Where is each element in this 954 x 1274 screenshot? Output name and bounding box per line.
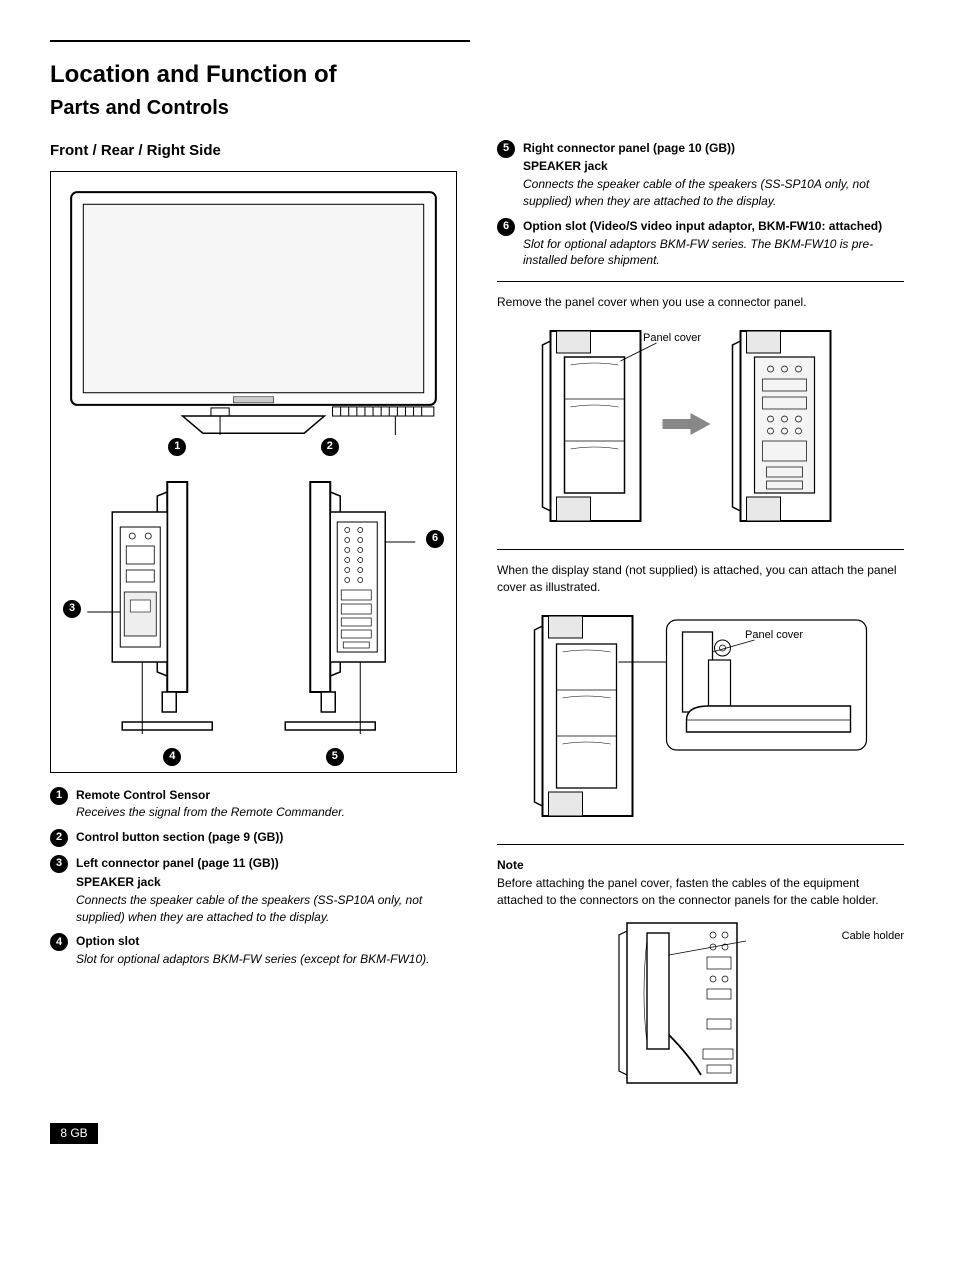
callout-3: 3 <box>63 600 81 618</box>
callout-2: 2 <box>321 438 339 456</box>
item-6-title: Option slot (Video/S video input adaptor… <box>523 218 904 235</box>
item-6-desc: Slot for optional adaptors BKM-FW series… <box>523 236 904 270</box>
badge-2: 2 <box>50 829 68 847</box>
page-number: 8 GB <box>50 1123 98 1144</box>
item-1: 1 Remote Control Sensor Receives the sig… <box>50 787 457 822</box>
panel-cover-note: Remove the panel cover when you use a co… <box>497 294 904 311</box>
section-front-rear-right: Front / Rear / Right Side <box>50 140 457 161</box>
callout-6: 6 <box>426 530 444 548</box>
divider-1 <box>497 281 904 282</box>
side-right-svg <box>264 472 447 742</box>
item-5: 5 Right connector panel (page 10 (GB)) S… <box>497 140 904 210</box>
tv-front-svg <box>61 182 446 435</box>
callout-1: 1 <box>168 438 186 456</box>
item-4-desc: Slot for optional adaptors BKM-FW series… <box>76 951 457 968</box>
item-3: 3 Left connector panel (page 11 (GB)) SP… <box>50 855 457 925</box>
label-panel-cover-2: Panel cover <box>745 628 803 643</box>
page-title-line2: Parts and Controls <box>50 94 904 122</box>
badge-4: 4 <box>50 933 68 951</box>
note-heading: Note <box>497 857 904 874</box>
badge-3: 3 <box>50 855 68 873</box>
panel-cover-svg <box>497 317 904 537</box>
cable-holder-svg <box>591 915 811 1095</box>
label-cable-holder: Cable holder <box>842 929 904 944</box>
item-1-desc: Receives the signal from the Remote Comm… <box>76 804 457 821</box>
page-title-line1: Location and Function of <box>50 58 904 92</box>
item-5a-title: SPEAKER jack <box>523 158 904 175</box>
item-4-title: Option slot <box>76 933 457 950</box>
right-column: 5 Right connector panel (page 10 (GB)) S… <box>497 140 904 1095</box>
divider-2 <box>497 549 904 550</box>
item-1-title: Remote Control Sensor <box>76 787 457 804</box>
callout-5: 5 <box>326 748 344 766</box>
item-5-title: Right connector panel (page 10 (GB)) <box>523 140 904 157</box>
figure-tv-front <box>61 182 446 432</box>
label-panel-cover: Panel cover <box>643 331 701 346</box>
item-2-title: Control button section (page 9 (GB)) <box>76 829 457 846</box>
item-6: 6 Option slot (Video/S video input adapt… <box>497 218 904 269</box>
stand-note: When the display stand (not supplied) is… <box>497 562 904 596</box>
badge-5: 5 <box>497 140 515 158</box>
item-4: 4 Option slot Slot for optional adaptors… <box>50 933 457 968</box>
item-3a-title: SPEAKER jack <box>76 874 457 891</box>
item-2: 2 Control button section (page 9 (GB)) <box>50 829 457 847</box>
item-3a-desc: Connects the speaker cable of the speake… <box>76 892 457 926</box>
note-text: Before attaching the panel cover, fasten… <box>497 875 904 909</box>
badge-6: 6 <box>497 218 515 236</box>
content-columns: Front / Rear / Right Side <box>50 140 904 1095</box>
front-labels: 1 2 <box>61 438 446 456</box>
main-figure: 1 2 <box>50 171 457 773</box>
side-labels: 4 5 <box>61 748 446 766</box>
side-left-svg <box>61 472 244 742</box>
left-column: Front / Rear / Right Side <box>50 140 457 1095</box>
item-5a-desc: Connects the speaker cable of the speake… <box>523 176 904 210</box>
side-left: 3 <box>61 472 244 742</box>
stand-zoom-svg <box>497 602 904 832</box>
callout-4: 4 <box>163 748 181 766</box>
divider-3 <box>497 844 904 845</box>
side-right: 6 <box>264 472 447 742</box>
figure-panel-cover: Panel cover <box>497 317 904 537</box>
badge-1: 1 <box>50 787 68 805</box>
figure-stand-zoom: Panel cover <box>497 602 904 832</box>
figure-cable-holder: Cable holder <box>497 915 904 1095</box>
item-3-title: Left connector panel (page 11 (GB)) <box>76 855 457 872</box>
figure-side-views: 3 <box>61 472 446 742</box>
heading-rule <box>50 40 470 42</box>
